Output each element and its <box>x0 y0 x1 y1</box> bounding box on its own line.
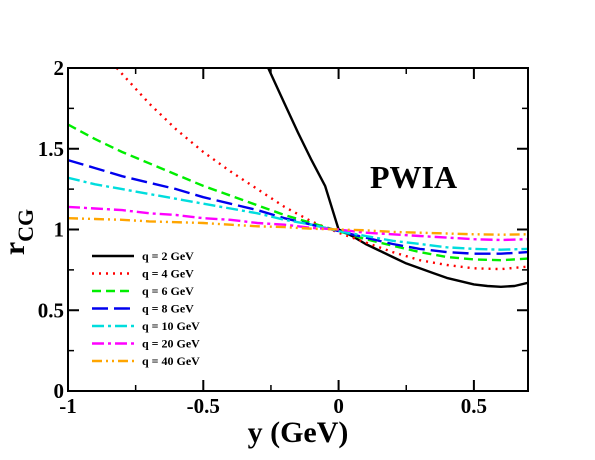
y-axis-title-main: r <box>0 242 31 255</box>
y-tick-label: 0 <box>54 379 65 403</box>
legend: q = 2 GeV q = 4 GeV q = 6 GeV q = 8 GeV q = … <box>92 249 200 368</box>
x-tick-label: -0.5 <box>187 394 220 418</box>
x-tick-label: 0.5 <box>461 394 487 418</box>
legend-label-7: q = 40 GeV <box>142 354 200 368</box>
series-layer <box>68 68 528 288</box>
ticks-layer: -1 -0.5 0 0.5 0 0.5 1 1.5 2 <box>38 56 528 418</box>
legend-label-4: q = 8 GeV <box>142 302 194 316</box>
series-line-5 <box>68 176 528 251</box>
x-tick-label: -1 <box>59 394 77 418</box>
legend-label-6: q = 20 GeV <box>142 337 200 351</box>
y-tick-label: 2 <box>54 56 65 80</box>
legend-label-2: q = 4 GeV <box>142 267 194 281</box>
legend-label-3: q = 6 GeV <box>142 284 194 298</box>
legend-label-5: q = 10 GeV <box>142 319 200 333</box>
y-tick-label: 1 <box>54 218 65 242</box>
x-tick-label: 0 <box>333 394 344 418</box>
x-axis-title: y (GeV) <box>248 416 349 449</box>
y-tick-label: 0.5 <box>38 298 64 322</box>
series-line-1 <box>267 68 528 288</box>
legend-label-1: q = 2 GeV <box>142 249 194 263</box>
series-line-3 <box>68 123 528 262</box>
svg-text:rCG: rCG <box>0 209 38 255</box>
y-axis-title-sub: CG <box>13 209 38 242</box>
plot-frame <box>67 67 529 392</box>
y-axis-title: rCG <box>0 209 38 255</box>
series-line-6 <box>68 205 528 242</box>
series-line-4 <box>68 158 528 255</box>
annotation-pwia: PWIA <box>370 159 457 195</box>
y-tick-label: 1.5 <box>38 137 64 161</box>
